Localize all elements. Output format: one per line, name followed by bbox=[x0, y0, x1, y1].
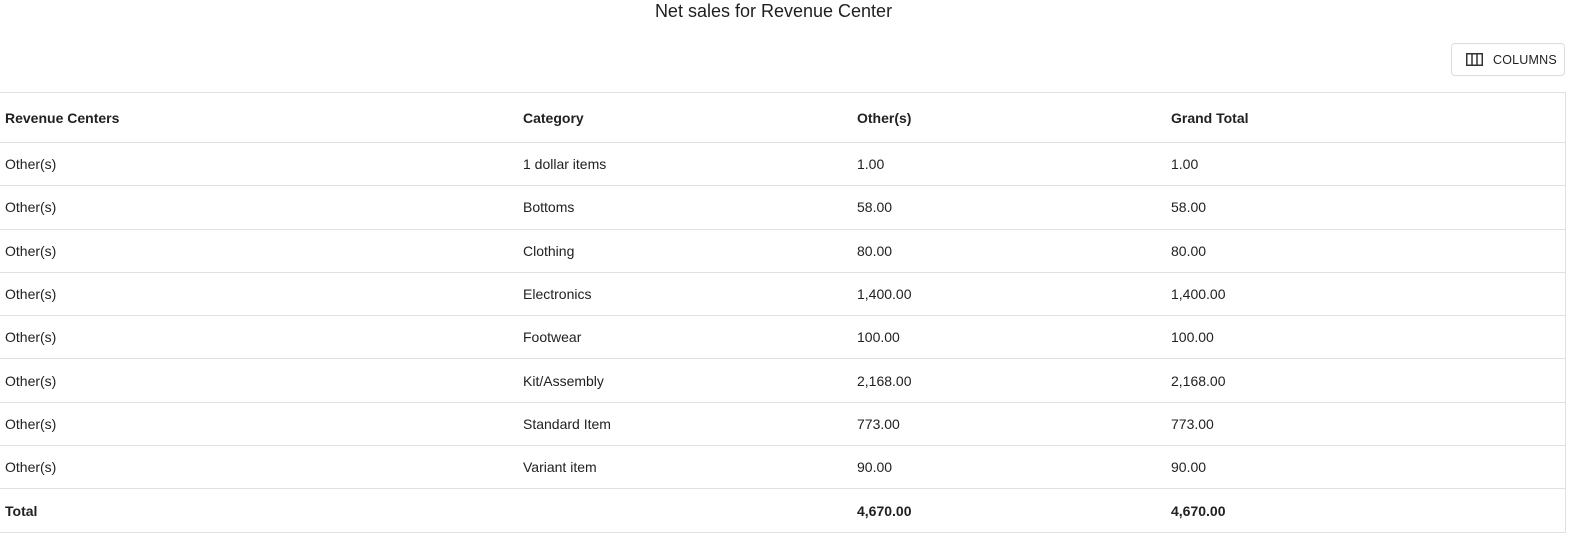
cell-revenue-center: Other(s) bbox=[5, 415, 57, 432]
column-header-category[interactable]: Category bbox=[523, 109, 584, 126]
cell-others: 58.00 bbox=[857, 199, 893, 216]
table-row[interactable]: Other(s) Bottoms 58.00 58.00 bbox=[0, 186, 1565, 230]
cell-category: Footwear bbox=[523, 329, 582, 346]
cell-category: 1 dollar items bbox=[523, 156, 607, 173]
table-row[interactable]: Other(s) Electronics 1,400.00 1,400.00 bbox=[0, 273, 1565, 317]
cell-revenue-center: Other(s) bbox=[5, 156, 57, 173]
cell-others: 100.00 bbox=[857, 329, 900, 346]
table-row[interactable]: Other(s) Clothing 80.00 80.00 bbox=[0, 230, 1565, 273]
data-grid: Revenue Centers Category Other(s) Grand … bbox=[0, 92, 1566, 533]
column-header-grand-total[interactable]: Grand Total bbox=[1171, 109, 1249, 126]
cell-category: Electronics bbox=[523, 286, 592, 303]
cell-others: 2,168.00 bbox=[857, 372, 912, 389]
cell-others: 1.00 bbox=[857, 156, 885, 173]
cell-others: 90.00 bbox=[857, 459, 893, 476]
cell-grand-total: 100.00 bbox=[1171, 329, 1214, 346]
cell-revenue-center: Other(s) bbox=[5, 329, 57, 346]
cell-others: 773.00 bbox=[857, 415, 900, 432]
cell-revenue-center: Other(s) bbox=[5, 286, 57, 303]
cell-revenue-center: Other(s) bbox=[5, 199, 57, 216]
table-total-row: Total 4,670.00 4,670.00 bbox=[0, 489, 1565, 533]
cell-category: Clothing bbox=[523, 242, 575, 259]
cell-grand-total: 1.00 bbox=[1171, 156, 1199, 173]
total-grand-total: 4,670.00 bbox=[1171, 502, 1226, 519]
table-row[interactable]: Other(s) Footwear 100.00 100.00 bbox=[0, 316, 1565, 360]
table-row[interactable]: Other(s) Standard Item 773.00 773.00 bbox=[0, 403, 1565, 447]
cell-grand-total: 773.00 bbox=[1171, 415, 1214, 432]
cell-category: Bottoms bbox=[523, 199, 575, 216]
cell-grand-total: 90.00 bbox=[1171, 459, 1207, 476]
cell-category: Standard Item bbox=[523, 415, 611, 432]
cell-grand-total: 2,168.00 bbox=[1171, 372, 1226, 389]
page-title: Net sales for Revenue Center bbox=[654, 1, 893, 21]
cell-revenue-center: Other(s) bbox=[5, 459, 57, 476]
total-label: Total bbox=[5, 502, 38, 519]
cell-others: 80.00 bbox=[857, 242, 893, 259]
cell-grand-total: 1,400.00 bbox=[1171, 286, 1226, 303]
columns-button[interactable]: COLUMNS bbox=[1451, 43, 1565, 76]
table-row[interactable]: Other(s) 1 dollar items 1.00 1.00 bbox=[0, 143, 1565, 187]
cell-category: Variant item bbox=[523, 459, 597, 476]
table-row[interactable]: Other(s) Variant item 90.00 90.00 bbox=[0, 446, 1565, 490]
cell-revenue-center: Other(s) bbox=[5, 372, 57, 389]
columns-button-label: COLUMNS bbox=[1493, 52, 1557, 67]
cell-category: Kit/Assembly bbox=[523, 372, 604, 389]
cell-revenue-center: Other(s) bbox=[5, 242, 57, 259]
cell-grand-total: 58.00 bbox=[1171, 199, 1207, 216]
table-row[interactable]: Other(s) Kit/Assembly 2,168.00 2,168.00 bbox=[0, 359, 1565, 403]
column-header-others[interactable]: Other(s) bbox=[857, 109, 912, 126]
view-column-icon bbox=[1466, 53, 1483, 66]
table-header-row: Revenue Centers Category Other(s) Grand … bbox=[0, 93, 1565, 143]
cell-grand-total: 80.00 bbox=[1171, 242, 1207, 259]
toolbar: COLUMNS bbox=[0, 43, 1566, 77]
cell-others: 1,400.00 bbox=[857, 286, 912, 303]
total-others: 4,670.00 bbox=[857, 502, 912, 519]
column-header-revenue-centers[interactable]: Revenue Centers bbox=[5, 109, 120, 126]
